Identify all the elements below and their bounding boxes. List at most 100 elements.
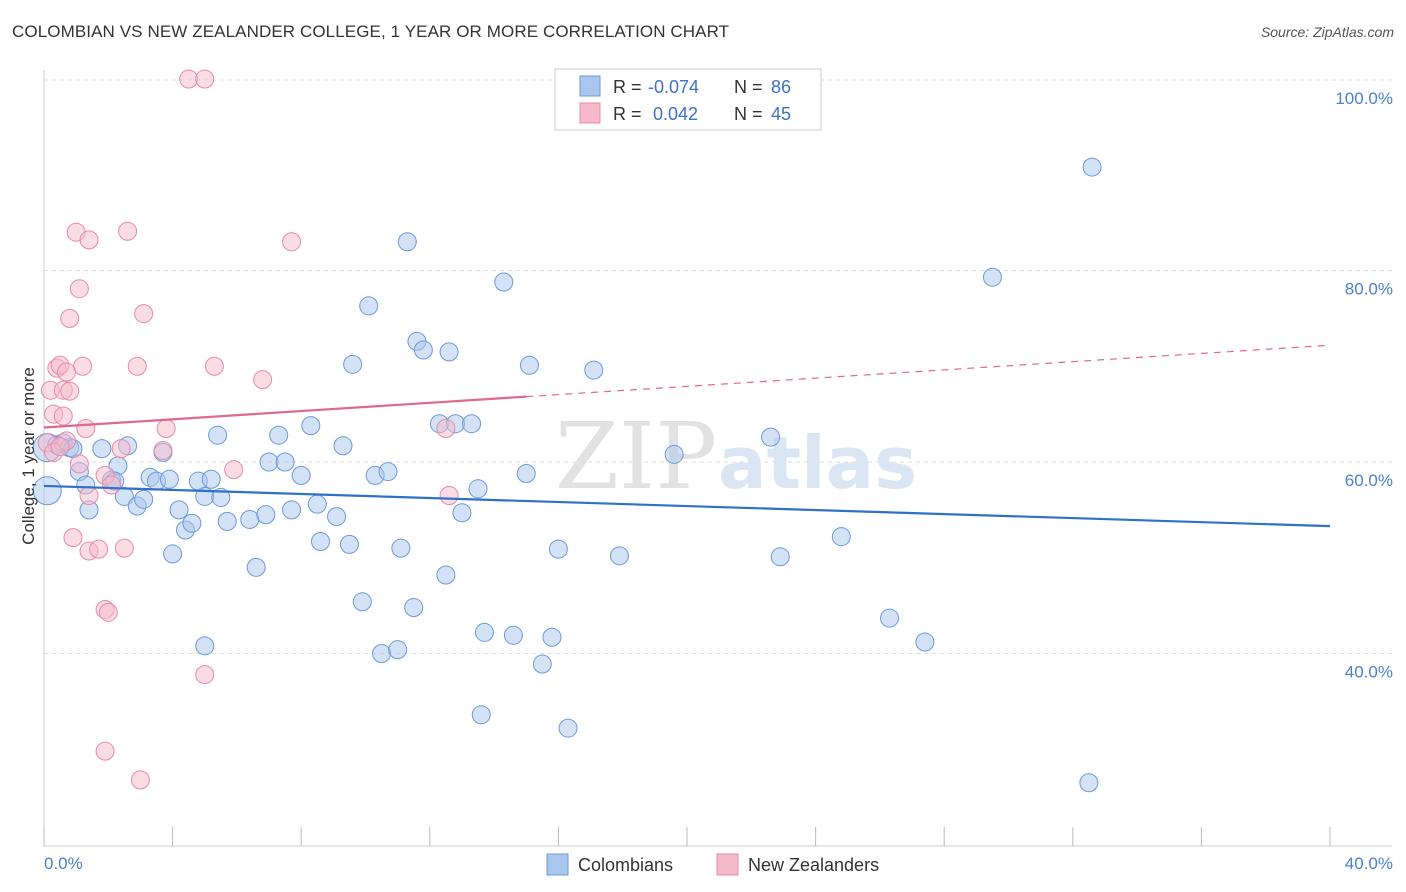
colombians-point-58 — [439, 342, 459, 362]
stats-n-value-pink: 45 — [771, 104, 791, 124]
colombians-point-32 — [256, 505, 276, 525]
new-zealanders-point-24 — [98, 602, 118, 622]
colombians-point-26 — [208, 425, 228, 445]
colombians-point-57 — [436, 565, 456, 585]
new-zealanders-point-33 — [153, 441, 173, 461]
colombians-point-40 — [310, 531, 330, 551]
new-zealanders-point-25 — [95, 741, 115, 761]
watermark-zip: ZIP — [555, 403, 717, 510]
stats-swatch-blue — [579, 75, 601, 97]
colombians-point-1 — [32, 476, 62, 506]
colombians-point-37 — [291, 465, 311, 485]
colombians-point-52 — [397, 232, 417, 252]
colombians-point-73 — [584, 360, 604, 380]
colombians-point-68 — [519, 355, 539, 375]
colombians-point-74 — [609, 546, 629, 566]
y-tick-label-40: 40.0% — [1345, 663, 1393, 682]
new-zealanders-point-44 — [50, 437, 70, 457]
stats-n-label-blue: N = — [734, 77, 763, 97]
colombians-point-71 — [548, 539, 568, 559]
colombians-point-39 — [307, 494, 327, 514]
watermark-atlas: atlas — [718, 421, 917, 505]
new-zealanders-point-38 — [204, 356, 224, 376]
stats-r-value-pink: 0.042 — [648, 104, 698, 124]
new-zealanders-point-16 — [73, 356, 93, 376]
colombians-point-33 — [259, 452, 279, 472]
colombians-point-18 — [159, 469, 179, 489]
colombians-point-64 — [474, 622, 494, 642]
y-tick-label-60: 60.0% — [1345, 471, 1393, 490]
new-zealanders-point-7 — [53, 406, 73, 426]
colombians-point-31 — [246, 557, 266, 577]
colombians-point-61 — [462, 414, 482, 434]
gridlines — [44, 79, 1392, 654]
colombians-point-80 — [915, 632, 935, 652]
colombians-point-35 — [275, 452, 295, 472]
colombians-point-46 — [359, 296, 379, 316]
x-axis-ticks — [43, 827, 1331, 846]
colombians-point-53 — [404, 598, 424, 618]
legend-swatch-new-zealanders — [716, 853, 739, 876]
new-zealanders-point-10 — [60, 308, 80, 328]
colombians-point-63 — [471, 705, 491, 725]
new-zealanders-trend-line-dashed — [526, 344, 1331, 398]
colombians-point-67 — [516, 463, 536, 483]
colombians-point-20 — [169, 500, 189, 520]
new-zealanders-point-31 — [130, 770, 150, 790]
x-tick-label-max: 40.0% — [1345, 854, 1393, 873]
colombians-point-72 — [558, 718, 578, 738]
stats-box: R = -0.074 N = 86 R = 0.042 N = 45 — [554, 68, 822, 131]
colombians-point-36 — [282, 500, 302, 520]
x-tick-label-min: 0.0% — [44, 854, 83, 873]
legend: Colombians New Zealanders — [546, 853, 879, 876]
colombians-point-44 — [343, 354, 363, 374]
colombians-point-65 — [494, 272, 514, 292]
colombians-point-28 — [217, 511, 237, 531]
y-axis-title: College, 1 year or more — [19, 367, 38, 545]
new-zealanders-point-35 — [179, 69, 199, 89]
stats-r-label-blue: R = — [613, 77, 642, 97]
colombians-point-60 — [452, 503, 472, 523]
series-new-zealanders-points — [37, 69, 459, 790]
colombians-point-69 — [532, 654, 552, 674]
colombians-point-45 — [352, 592, 372, 612]
colombians-point-55 — [413, 340, 433, 360]
y-tick-label-80: 80.0% — [1345, 280, 1393, 299]
colombians-point-49 — [378, 462, 398, 482]
colombians-point-38 — [301, 416, 321, 436]
stats-swatch-pink — [579, 102, 601, 124]
new-zealanders-point-34 — [156, 418, 176, 438]
new-zealanders-point-36 — [195, 69, 215, 89]
colombians-point-34 — [269, 425, 289, 445]
legend-label-new-zealanders: New Zealanders — [748, 855, 879, 875]
legend-label-colombians: Colombians — [578, 855, 673, 875]
colombians-point-77 — [770, 547, 790, 567]
stats-n-value-blue: 86 — [771, 77, 791, 97]
new-zealanders-point-40 — [253, 370, 273, 390]
new-zealanders-point-29 — [118, 221, 138, 241]
new-zealanders-point-32 — [134, 304, 154, 324]
colombians-point-62 — [468, 479, 488, 499]
colombians-point-83 — [1079, 773, 1099, 793]
new-zealanders-point-27 — [111, 439, 131, 459]
series-colombians-points — [32, 157, 1102, 793]
colombians-point-43 — [339, 534, 359, 554]
new-zealanders-point-21 — [89, 539, 109, 559]
new-zealanders-point-15 — [69, 279, 89, 299]
colombians-point-70 — [542, 627, 562, 647]
new-zealanders-point-14 — [69, 454, 89, 474]
colombians-trend-line — [43, 484, 1331, 528]
colombians-point-41 — [327, 507, 347, 527]
chart-title: COLOMBIAN VS NEW ZEALANDER COLLEGE, 1 YE… — [12, 22, 730, 41]
stats-r-value-blue: -0.074 — [648, 77, 699, 97]
new-zealanders-point-12 — [63, 528, 83, 548]
colombians-point-19 — [163, 544, 183, 564]
stats-n-label-pink: N = — [734, 104, 763, 124]
new-zealanders-point-8 — [57, 362, 77, 382]
new-zealanders-point-37 — [195, 665, 215, 685]
new-zealanders-point-18 — [79, 230, 99, 250]
legend-swatch-colombians — [546, 853, 569, 876]
new-zealanders-point-39 — [224, 460, 244, 480]
trend-lines — [43, 344, 1331, 528]
